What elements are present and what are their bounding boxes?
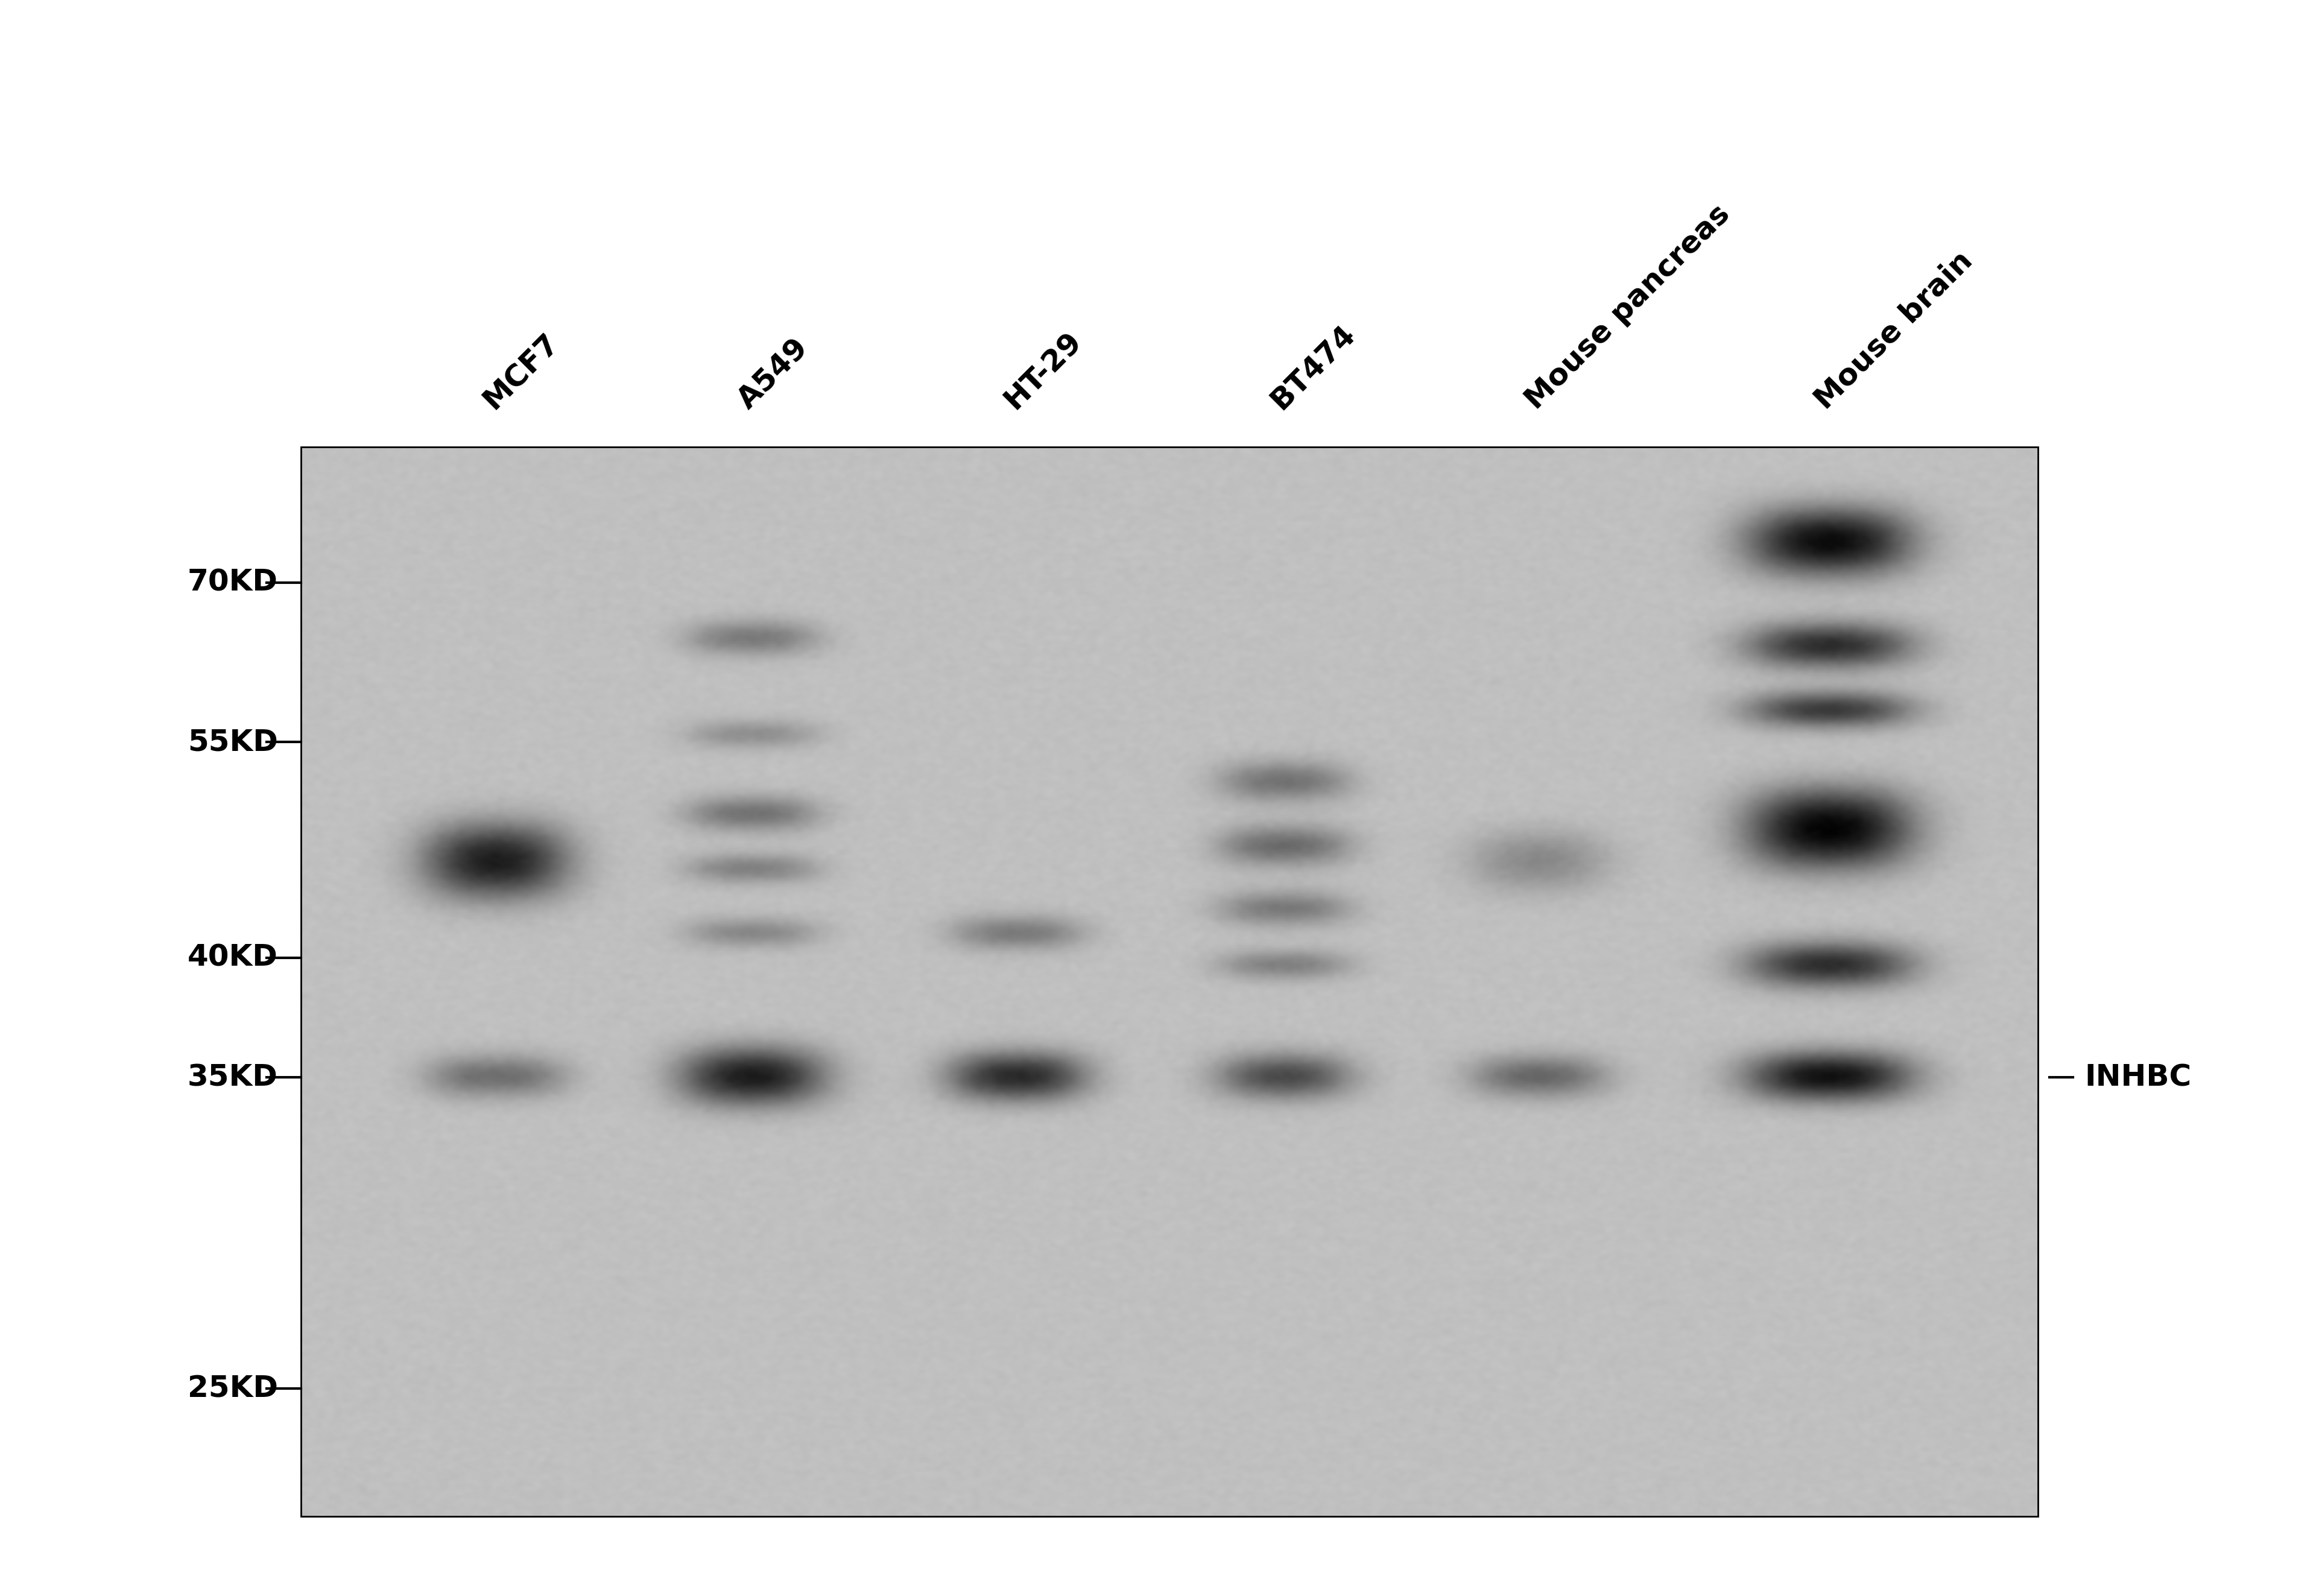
FancyBboxPatch shape — [301, 447, 2038, 1516]
Text: Mouse pancreas: Mouse pancreas — [1519, 200, 1735, 415]
Text: BT474: BT474 — [1265, 319, 1362, 415]
Text: A549: A549 — [732, 334, 813, 415]
Text: 35KD: 35KD — [188, 1063, 278, 1092]
Text: Mouse brain: Mouse brain — [1809, 246, 1978, 415]
Text: 70KD: 70KD — [188, 568, 278, 597]
Text: MCF7: MCF7 — [477, 329, 565, 415]
Text: 40KD: 40KD — [188, 943, 278, 972]
Text: 25KD: 25KD — [188, 1374, 278, 1403]
Text: 55KD: 55KD — [188, 728, 278, 757]
Text: INHBC: INHBC — [2084, 1063, 2191, 1092]
Text: HT-29: HT-29 — [998, 327, 1086, 415]
